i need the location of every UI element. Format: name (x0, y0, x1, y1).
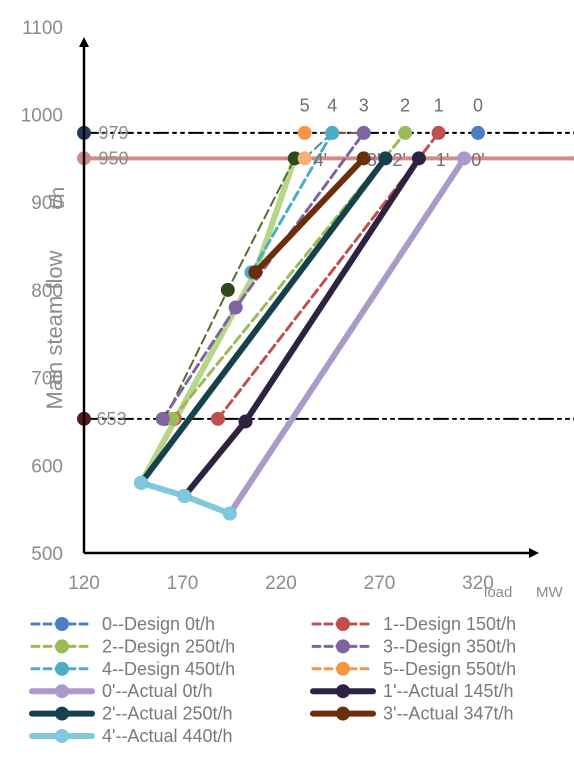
point-label: 0' (471, 150, 484, 170)
x-tick-label: 170 (167, 573, 199, 594)
legend-label: 3'--Actual 347t/h (383, 704, 514, 724)
y-tick-label: 700 (31, 369, 63, 390)
data-point (411, 151, 426, 166)
legend-swatch-marker (55, 661, 69, 676)
legend-label: 2--Design 250t/h (102, 636, 235, 656)
legend-label: 0'--Actual 0t/h (102, 681, 213, 701)
data-point (356, 151, 371, 166)
point-label: 1 (434, 96, 444, 116)
point-label: 3 (359, 96, 369, 116)
y-axis-label: Main steam flow (42, 250, 67, 409)
point-label: 0 (473, 96, 483, 116)
legend-swatch-marker (55, 617, 69, 631)
data-point (222, 506, 237, 521)
x-axis-unit: MW (536, 584, 563, 601)
legend-swatch-marker (336, 684, 350, 699)
series-line (249, 131, 334, 274)
series-line (161, 131, 366, 421)
legend-swatch-marker (55, 684, 69, 699)
legend-swatch-marker (55, 706, 69, 721)
data-point (378, 151, 393, 166)
point-label: 3' (367, 150, 380, 170)
legend-swatch-marker (336, 617, 350, 631)
series-line (181, 155, 422, 499)
data-point (297, 151, 312, 166)
plot-markers (77, 125, 574, 521)
data-point (471, 125, 485, 140)
point-label: 5 (300, 96, 310, 116)
legend-label: 4--Design 450t/h (102, 659, 235, 679)
y-tick-label: 500 (31, 544, 63, 565)
y-tick-label: 900 (31, 193, 63, 214)
point-label: 4 (327, 96, 337, 116)
x-tick-label: 320 (462, 573, 494, 594)
point-label: 1' (436, 150, 449, 170)
data-point (297, 125, 312, 140)
data-point (431, 125, 446, 140)
legend-swatch-marker (336, 639, 350, 654)
series-line (226, 155, 468, 517)
y-tick-label: 1000 (21, 106, 63, 127)
point-labels: 5 4 3 2 1 0 4' 3' 2' 1' 0' 653 979 950 (97, 96, 485, 429)
y-tick-label: 800 (31, 281, 63, 302)
legend-label: 5--Design 550t/h (383, 659, 516, 679)
data-point (210, 411, 225, 426)
legend-swatch-marker (336, 661, 350, 676)
data-point (155, 411, 170, 426)
plot-lines (82, 131, 574, 517)
legend-swatch-marker (55, 729, 69, 743)
point-label: 950 (99, 148, 129, 168)
legend-label: 1--Design 150t/h (383, 614, 516, 634)
x-axis-ticks: 120 170 220 270 320 (68, 573, 494, 594)
legend: 0--Design 0t/h 1--Design 150t/h 2--Design … (29, 614, 516, 746)
legend-label: 3--Design 350t/h (383, 636, 516, 656)
x-axis-label: load (484, 584, 512, 601)
data-point (134, 475, 149, 490)
data-point (457, 151, 472, 166)
y-axis-ticks: 500 600 700 800 900 1000 1100 (21, 18, 63, 565)
y-tick-label: 600 (31, 456, 63, 477)
legend-swatch-marker (55, 639, 69, 654)
data-point (228, 300, 243, 315)
legend-label: 1'--Actual 145t/h (383, 681, 514, 701)
data-point (356, 125, 371, 140)
data-point (287, 151, 302, 166)
x-tick-label: 120 (68, 573, 100, 594)
series-line (138, 155, 389, 486)
data-point (248, 265, 263, 280)
legend-label: 4'--Actual 440t/h (102, 726, 233, 746)
series-line (252, 155, 367, 276)
data-point (398, 125, 413, 140)
point-label: 2' (392, 150, 405, 170)
data-point (177, 488, 192, 503)
point-label: 979 (99, 123, 129, 143)
trend-line (138, 155, 298, 486)
data-point (325, 125, 340, 140)
point-label: 4' (314, 150, 327, 170)
point-label: 2 (400, 96, 410, 116)
y-tick-label: 1100 (22, 18, 63, 39)
legend-label: 2'--Actual 250t/h (102, 704, 233, 724)
legend-swatch-marker (336, 706, 350, 721)
data-point (220, 282, 235, 297)
point-label: 653 (97, 409, 127, 429)
legend-label: 0--Design 0t/h (102, 614, 215, 634)
data-point (165, 411, 180, 426)
x-tick-label: 220 (265, 573, 297, 594)
data-point (238, 414, 253, 429)
x-tick-label: 270 (364, 573, 396, 594)
y-axis-unit: t/h (47, 187, 69, 209)
